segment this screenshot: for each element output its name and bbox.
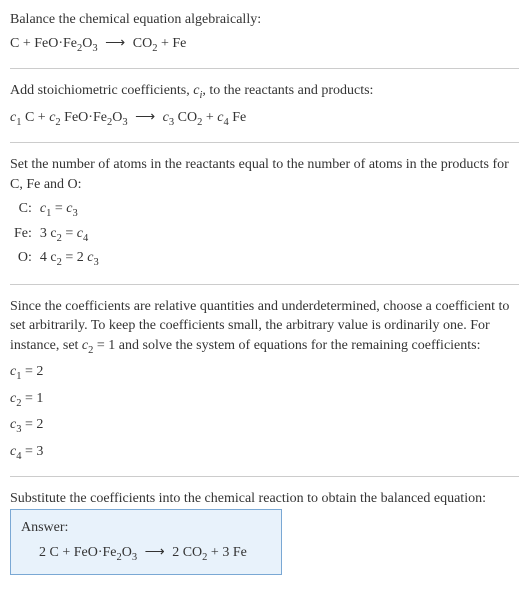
stoich-text2: , to the reactants and products: xyxy=(202,83,373,98)
answer-equation: 2 C + FeO·Fe2O3 ⟶ 2 CO2 + 3 Fe xyxy=(21,543,271,565)
ans-s2: 3 xyxy=(132,552,137,563)
para-section: Since the coefficients are relative quan… xyxy=(10,297,519,465)
atoms-table: C: c1 = c3 Fe: 3 c2 = c4 O: 4 c2 = 2 c3 xyxy=(10,198,103,271)
eq1-Fe: Fe xyxy=(172,36,186,51)
table-row: O: 4 c2 = 2 c3 xyxy=(10,247,103,271)
t: = xyxy=(62,226,77,241)
eq1-plus: + xyxy=(19,36,34,51)
eq2-Fe: Fe xyxy=(229,110,247,125)
t: 3 c xyxy=(40,226,57,241)
answer-label: Answer: xyxy=(21,518,271,538)
atoms-text: Set the number of atoms in the reactants… xyxy=(10,155,519,194)
eq2-FeO: FeO·Fe xyxy=(61,110,107,125)
equation-1: C + FeO·Fe2O3 ⟶ CO2 + Fe xyxy=(10,34,519,56)
stoich-section: Add stoichiometric coefficients, ci, to … xyxy=(10,81,519,130)
header-line1: Balance the chemical equation algebraica… xyxy=(10,10,519,30)
para-text: Since the coefficients are relative quan… xyxy=(10,297,519,359)
atoms-section: Set the number of atoms in the reactants… xyxy=(10,155,519,272)
eq2-CO: CO xyxy=(174,110,197,125)
eq1-FeO: FeO·Fe xyxy=(34,36,77,51)
solve-1: c1 = 2 xyxy=(10,362,519,384)
divider xyxy=(10,284,519,285)
para-b: = 1 and solve the system of equations fo… xyxy=(93,338,480,353)
solve-4: c4 = 3 xyxy=(10,442,519,464)
eq1-CO: CO xyxy=(133,36,152,51)
ans-c: 2 CO xyxy=(172,545,202,560)
final-text: Substitute the coefficients into the che… xyxy=(10,489,519,509)
t: = 2 xyxy=(21,364,43,379)
atom-O-label: O: xyxy=(10,247,36,271)
eq1-sub3a: 3 xyxy=(92,42,97,53)
t: 4 xyxy=(83,233,88,244)
divider xyxy=(10,476,519,477)
divider xyxy=(10,142,519,143)
eq2-sub3a: 3 xyxy=(122,116,127,127)
stoich-text: Add stoichiometric coefficients, ci, to … xyxy=(10,81,519,103)
equation-2: c1 C + c2 FeO·Fe2O3 ⟶ c3 CO2 + c4 Fe xyxy=(10,108,519,130)
divider xyxy=(10,68,519,69)
atom-C-eq: c1 = c3 xyxy=(36,198,103,222)
t: = xyxy=(51,201,66,216)
eq1-plus2: + xyxy=(157,36,172,51)
eq2-arrow: ⟶ xyxy=(131,110,159,125)
t: = 1 xyxy=(21,391,43,406)
t: = 3 xyxy=(21,444,43,459)
eq1-arrow: ⟶ xyxy=(101,36,129,51)
table-row: Fe: 3 c2 = c4 xyxy=(10,223,103,247)
ans-b: O xyxy=(122,545,132,560)
eq2-O: O xyxy=(112,110,122,125)
header-section: Balance the chemical equation algebraica… xyxy=(10,10,519,56)
t: = 2 xyxy=(21,417,43,432)
t: 3 xyxy=(93,257,98,268)
solve-2: c2 = 1 xyxy=(10,389,519,411)
eq1-C: C xyxy=(10,36,19,51)
final-section: Substitute the coefficients into the che… xyxy=(10,489,519,575)
answer-box: Answer: 2 C + FeO·Fe2O3 ⟶ 2 CO2 + 3 Fe xyxy=(10,509,282,575)
atom-C-label: C: xyxy=(10,198,36,222)
t: 3 xyxy=(72,208,77,219)
t: = 2 xyxy=(62,250,87,265)
eq2-C: C + xyxy=(21,110,49,125)
stoich-text1: Add stoichiometric coefficients, xyxy=(10,83,193,98)
table-row: C: c1 = c3 xyxy=(10,198,103,222)
atom-O-eq: 4 c2 = 2 c3 xyxy=(36,247,103,271)
solve-3: c3 = 2 xyxy=(10,415,519,437)
t: 4 c xyxy=(40,250,57,265)
ans-d: + 3 Fe xyxy=(207,545,246,560)
ans-arrow: ⟶ xyxy=(141,545,169,560)
ans-a: 2 C + FeO·Fe xyxy=(39,545,117,560)
atom-Fe-eq: 3 c2 = c4 xyxy=(36,223,103,247)
atom-Fe-label: Fe: xyxy=(10,223,36,247)
eq2-plus: + xyxy=(202,110,217,125)
eq1-O: O xyxy=(82,36,92,51)
